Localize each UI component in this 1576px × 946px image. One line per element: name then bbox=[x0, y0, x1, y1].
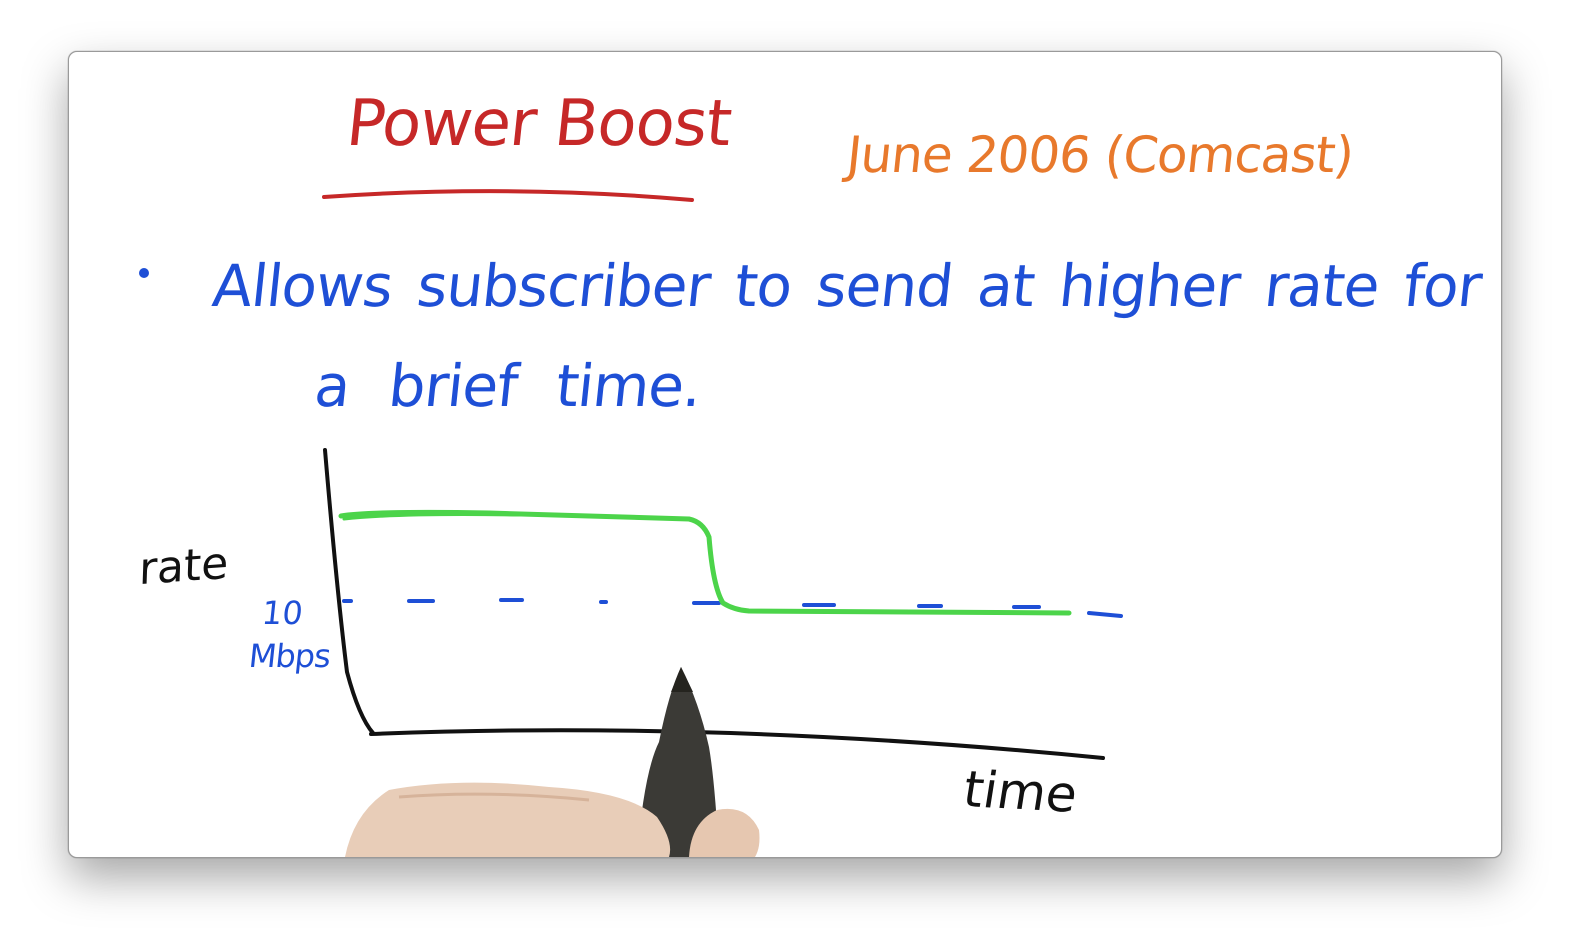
rate-curve bbox=[338, 509, 1072, 616]
title-underline bbox=[322, 189, 694, 202]
bullet-text-line2: a brief time. bbox=[311, 352, 705, 420]
threshold-unit: Mbps bbox=[247, 637, 332, 675]
threshold-line bbox=[342, 598, 1123, 618]
y-axis-label: rate bbox=[138, 537, 230, 596]
y-axis bbox=[323, 448, 375, 735]
hand-icon bbox=[345, 782, 760, 857]
bullet-icon bbox=[139, 268, 149, 278]
video-frame: Power Boost bbox=[68, 51, 1502, 858]
rate-curve-overstroke bbox=[342, 513, 521, 521]
date-note: June 2006 (Comcast) bbox=[843, 126, 1356, 184]
x-axis-label: time bbox=[959, 760, 1082, 824]
bullet-text-line1: Allows subscriber to send at higher rate… bbox=[209, 252, 1485, 320]
threshold-value: 10 bbox=[260, 594, 305, 632]
marker-icon bbox=[637, 667, 719, 857]
diagram-canvas bbox=[322, 189, 1123, 857]
x-axis bbox=[369, 728, 1105, 760]
